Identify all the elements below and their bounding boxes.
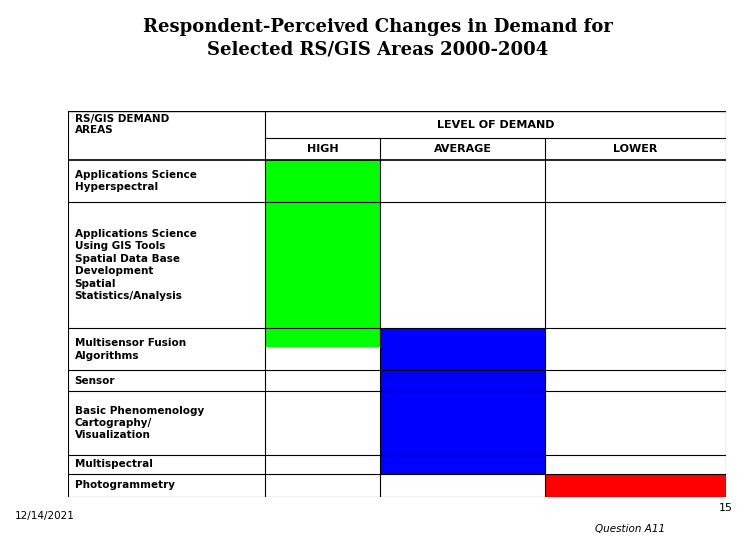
Bar (265, 202, 380, 328)
Text: HIGH: HIGH (307, 144, 339, 154)
Bar (265, 160, 380, 202)
Text: Multisensor Fusion
Algorithms: Multisensor Fusion Algorithms (75, 338, 186, 361)
Bar (380, 455, 545, 474)
Text: AVERAGE: AVERAGE (434, 144, 491, 154)
Text: Applications Science
Hyperspectral: Applications Science Hyperspectral (75, 170, 197, 192)
Text: LEVEL OF DEMAND: LEVEL OF DEMAND (437, 119, 554, 130)
Bar (380, 392, 545, 455)
Text: 15: 15 (719, 503, 733, 512)
Bar (265, 328, 380, 347)
Bar (380, 328, 545, 370)
Bar (545, 474, 726, 497)
Text: Basic Phenomenology
Cartography/
Visualization: Basic Phenomenology Cartography/ Visuali… (75, 406, 204, 441)
Text: 12/14/2021: 12/14/2021 (15, 511, 75, 521)
Text: RS/GIS DEMAND
AREAS: RS/GIS DEMAND AREAS (75, 114, 169, 136)
Text: Sensor: Sensor (75, 376, 115, 386)
Text: Multispectral: Multispectral (75, 459, 153, 469)
Bar (380, 370, 545, 392)
Text: Applications Science
Using GIS Tools
Spatial Data Base
Development
Spatial
Stati: Applications Science Using GIS Tools Spa… (75, 229, 197, 301)
Text: Question A11: Question A11 (595, 524, 665, 534)
Text: Photogrammetry: Photogrammetry (75, 480, 175, 490)
Text: Respondent-Perceived Changes in Demand for
Selected RS/GIS Areas 2000-2004: Respondent-Perceived Changes in Demand f… (143, 18, 613, 58)
Text: LOWER: LOWER (613, 144, 658, 154)
